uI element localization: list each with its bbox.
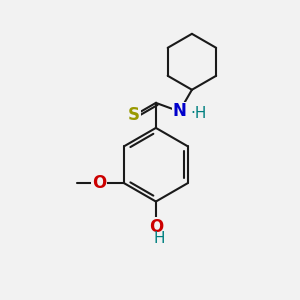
Text: ·H: ·H	[190, 106, 207, 121]
Text: N: N	[172, 102, 186, 120]
Text: O: O	[149, 218, 163, 236]
Text: methoxy: methoxy	[77, 182, 84, 183]
Text: O: O	[92, 174, 106, 192]
Text: H: H	[153, 231, 165, 246]
Text: methoxy: methoxy	[72, 182, 79, 184]
Text: S: S	[128, 106, 140, 124]
